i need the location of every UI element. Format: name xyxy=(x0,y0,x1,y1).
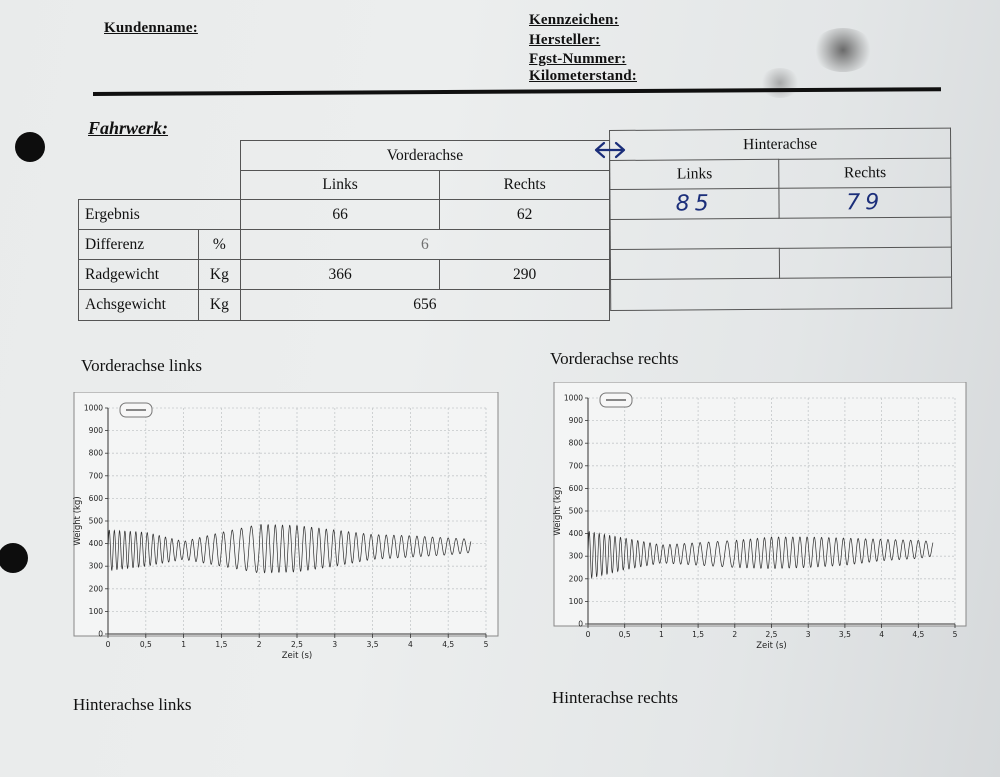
x-tick-label: 2 xyxy=(732,630,737,639)
rear-radgewicht-rechts xyxy=(779,247,952,279)
y-tick-label: 400 xyxy=(89,539,104,548)
y-axis-label: Weight (kg) xyxy=(553,486,563,535)
y-tick-label: 900 xyxy=(569,416,584,425)
y-tick-label: 0 xyxy=(98,630,103,639)
front-axle-table: Vorderachse Links Rechts Ergebnis 66 62 … xyxy=(78,140,611,321)
vorderachse-header: Vorderachse xyxy=(239,140,611,171)
y-tick-label: 100 xyxy=(89,607,104,616)
series-line xyxy=(587,530,934,580)
y-tick-label: 600 xyxy=(569,484,584,493)
fgst-label: Fgst-Nummer: xyxy=(529,51,627,67)
x-tick-label: 3 xyxy=(332,640,337,649)
x-tick-label: 1 xyxy=(659,630,664,639)
achsgewicht-label: Achsgewicht xyxy=(78,289,199,321)
front-ergebnis-rechts: 62 xyxy=(439,199,610,230)
x-tick-label: 5 xyxy=(484,640,489,649)
y-tick-label: 900 xyxy=(89,426,104,435)
y-tick-label: 1000 xyxy=(84,404,103,413)
rear-rechts-header: Rechts xyxy=(779,158,951,189)
front-achsgewicht: 656 xyxy=(239,289,611,321)
chart-vorderachse-rechts: 0 0,5 1 1,5 2 2,5 3 3,5 4 4,5 5 0 100 200 300 400 500 600… xyxy=(553,382,967,651)
rear-axle-table: Hinterachse Links Rechts 85 79 xyxy=(609,128,952,311)
y-axis-label: Weight (kg) xyxy=(73,496,83,545)
caption-vorderachse-rechts: Vorderachse rechts xyxy=(550,349,679,368)
x-tick-label: 4,5 xyxy=(912,630,924,639)
smudge xyxy=(760,68,800,98)
chart-frame xyxy=(73,392,499,637)
y-tick-label: 700 xyxy=(569,461,584,470)
rear-achsgewicht xyxy=(610,277,952,311)
x-tick-label: 0,5 xyxy=(140,640,152,649)
x-tick-label: 3 xyxy=(806,630,811,639)
ergebnis-label: Ergebnis xyxy=(78,199,241,230)
x-tick-label: 1,5 xyxy=(692,630,704,639)
x-tick-label: 3,5 xyxy=(367,640,379,649)
hersteller-label: Hersteller: xyxy=(529,32,601,48)
front-ergebnis-links: 66 xyxy=(239,199,441,230)
chart-frame xyxy=(553,382,967,627)
y-tick-label: 600 xyxy=(89,494,104,503)
x-axis-label: Zeit (s) xyxy=(756,641,787,651)
y-tick-label: 500 xyxy=(569,507,584,516)
caption-hinterachse-links: Hinterachse links xyxy=(73,695,192,714)
x-tick-label: 1,5 xyxy=(215,640,227,649)
x-tick-label: 0 xyxy=(586,630,591,639)
y-tick-label: 500 xyxy=(89,517,104,526)
y-tick-label: 700 xyxy=(89,471,104,480)
kg-unit: Kg xyxy=(197,289,241,321)
x-tick-label: 0,5 xyxy=(619,630,631,639)
rear-ergebnis-rechts: 79 xyxy=(779,187,952,219)
kilometerstand-label: Kilometerstand: xyxy=(529,68,637,84)
radgewicht-label: Radgewicht xyxy=(78,259,199,290)
y-tick-label: 300 xyxy=(89,562,104,571)
front-radgewicht-rechts: 290 xyxy=(439,259,610,290)
y-tick-label: 300 xyxy=(569,552,584,561)
punch-hole xyxy=(15,132,45,162)
x-tick-label: 2,5 xyxy=(291,640,303,649)
x-tick-label: 2 xyxy=(257,640,262,649)
y-tick-label: 400 xyxy=(569,529,584,538)
double-arrow-icon xyxy=(594,141,626,159)
x-tick-label: 0 xyxy=(106,640,111,649)
series-line xyxy=(107,523,472,574)
y-tick-label: 1000 xyxy=(564,394,583,403)
y-tick-label: 200 xyxy=(569,574,584,583)
hinterachse-header: Hinterachse xyxy=(609,128,951,161)
rear-links-header: Links xyxy=(609,159,780,190)
chart-vorderachse-links: 0 0,5 1 1,5 2 2,5 3 3,5 4 4,5 5 0 100 200 300 400 500 600… xyxy=(73,392,499,661)
kundenname-label: Kundenname: xyxy=(104,20,198,36)
differenz-label: Differenz xyxy=(78,229,199,260)
y-tick-label: 100 xyxy=(569,597,584,606)
section-title: Fahrwerk: xyxy=(88,118,169,138)
front-radgewicht-links: 366 xyxy=(239,259,441,290)
percent-unit: % xyxy=(197,229,241,260)
y-tick-label: 800 xyxy=(89,449,104,458)
rear-ergebnis-links: 85 xyxy=(609,188,780,220)
front-links-header: Links xyxy=(239,170,441,200)
caption-vorderachse-links: Vorderachse links xyxy=(81,356,203,375)
caption-hinterachse-rechts: Hinterachse rechts xyxy=(552,688,679,707)
x-axis-label: Zeit (s) xyxy=(282,651,313,661)
rear-radgewicht-links xyxy=(610,248,781,280)
front-differenz: 6 xyxy=(239,229,611,260)
smudge xyxy=(812,28,874,72)
x-tick-label: 1 xyxy=(181,640,186,649)
x-tick-label: 2,5 xyxy=(766,630,778,639)
x-tick-label: 5 xyxy=(953,630,958,639)
y-tick-label: 0 xyxy=(578,620,583,629)
front-rechts-header: Rechts xyxy=(439,170,610,200)
x-tick-label: 4,5 xyxy=(442,640,454,649)
rear-differenz xyxy=(610,217,952,250)
header-divider xyxy=(92,87,941,96)
punch-hole xyxy=(0,543,28,573)
x-tick-label: 4 xyxy=(408,640,413,649)
kennzeichen-label: Kennzeichen: xyxy=(529,12,619,28)
y-tick-label: 200 xyxy=(89,584,104,593)
x-tick-label: 4 xyxy=(879,630,884,639)
y-tick-label: 800 xyxy=(569,439,584,448)
kg-unit: Kg xyxy=(197,259,241,290)
x-tick-label: 3,5 xyxy=(839,630,851,639)
